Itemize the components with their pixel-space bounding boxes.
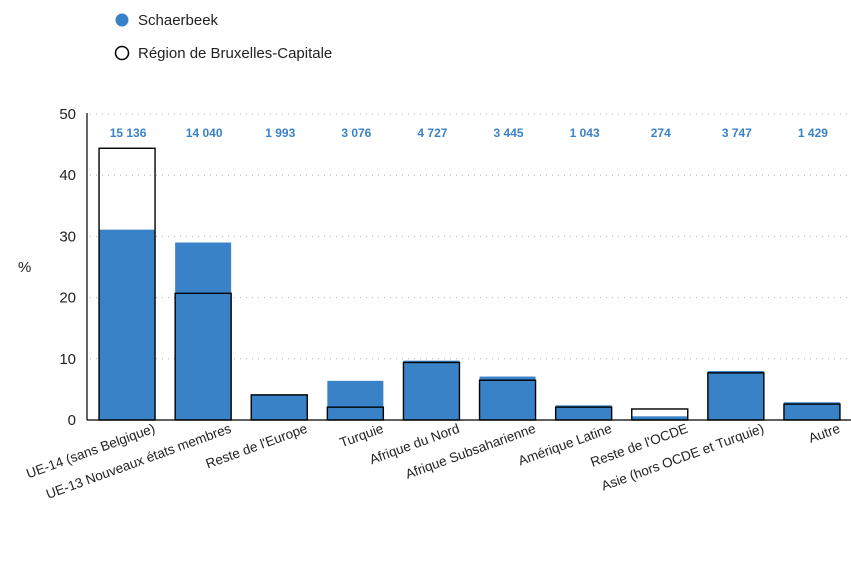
y-tick-label: 0	[68, 412, 76, 429]
count-label: 1 993	[265, 126, 295, 140]
bar-schaerbeek	[707, 371, 764, 420]
count-label: 3 747	[722, 126, 752, 140]
legend-label-schaerbeek: Schaerbeek	[138, 12, 219, 29]
count-label: 3 445	[494, 126, 524, 140]
count-label: 1 429	[798, 126, 828, 140]
count-label: 1 043	[570, 126, 600, 140]
y-tick-label: 40	[59, 167, 76, 184]
bar-schaerbeek	[327, 380, 384, 420]
legend-label-region: Région de Bruxelles-Capitale	[138, 45, 332, 62]
legend: Schaerbeek Région de Bruxelles-Capitale	[114, 12, 332, 62]
y-axis-label: %	[18, 259, 31, 276]
count-label: 274	[651, 126, 671, 140]
bar-schaerbeek	[783, 402, 840, 420]
x-category-label: Autre	[807, 421, 842, 446]
bars	[87, 147, 851, 421]
bar-schaerbeek	[403, 360, 460, 420]
count-label: 15 136	[110, 126, 147, 140]
bar-schaerbeek	[251, 394, 308, 420]
bar-schaerbeek	[99, 229, 156, 420]
bar-schaerbeek	[175, 242, 232, 420]
x-category-label: Turquie	[338, 421, 386, 451]
legend-swatch-region	[114, 45, 130, 61]
y-axis: 0 10 20 30 40 50	[59, 106, 76, 429]
count-labels: 15 136 14 040 1 993 3 076 4 727 3 445 1 043 274…	[110, 126, 829, 140]
count-label: 3 076	[341, 126, 371, 140]
x-category-label: Afrique Subsaharienne	[403, 421, 537, 482]
bar-schaerbeek	[555, 405, 612, 420]
count-label: 14 040	[186, 126, 223, 140]
count-label: 4 727	[417, 126, 447, 140]
bar-schaerbeek	[631, 416, 688, 420]
y-tick-label: 30	[59, 228, 76, 245]
legend-swatch-schaerbeek	[115, 13, 129, 27]
bar-schaerbeek	[479, 376, 536, 420]
y-tick-label: 10	[59, 351, 76, 368]
y-tick-label: 50	[59, 106, 76, 123]
y-tick-label: 20	[59, 290, 76, 307]
x-axis-categories: UE-14 (sans Belgique)UE-13 Nouveaux état…	[24, 421, 842, 502]
